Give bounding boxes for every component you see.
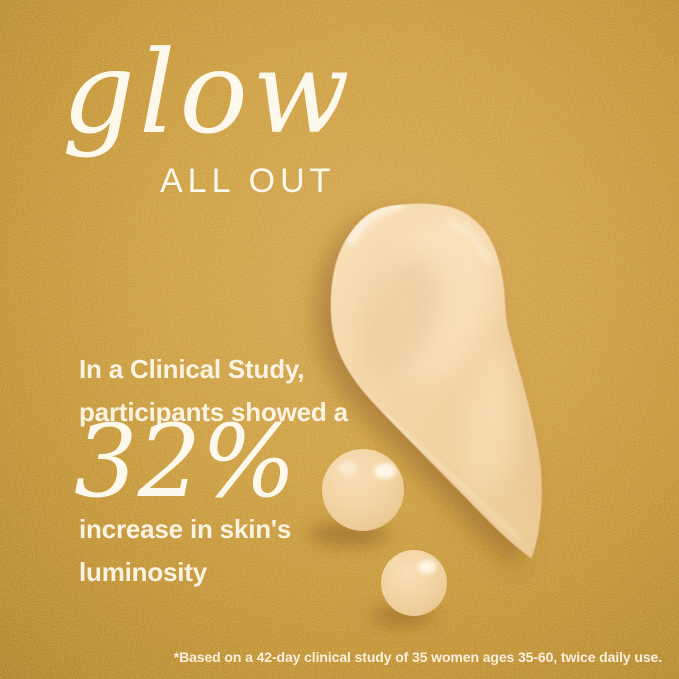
smear-bottom-rim-light (380, 410, 522, 542)
smear-topleft-gleam (346, 203, 404, 246)
smear-dark-swirl (364, 256, 440, 374)
cream-drop-small (381, 550, 447, 616)
cream-drop-large-gleam-2 (338, 461, 356, 475)
smear-right-edge-shading (502, 328, 542, 506)
cream-drop-small-gleam (418, 560, 436, 574)
cream-drop-large-gleam (374, 463, 396, 479)
claim-result-line1: increase in skin's (79, 514, 292, 544)
headline-script-glow: glow (62, 26, 354, 159)
cream-smear-highlights (346, 203, 542, 542)
smear-tail-sheen (463, 346, 521, 494)
claim-intro-line1: In a Clinical Study, (79, 354, 305, 384)
claim-stat-32-percent: 32% (74, 403, 297, 520)
headline-all-out: ALL OUT (160, 162, 336, 200)
claim-intro-line2: participants showed a (79, 397, 348, 427)
clinical-study-footnote: *Based on a 42-day clinical study of 35 … (173, 649, 662, 665)
cream-drop-large (322, 449, 404, 531)
claim-result-line2: luminosity (79, 557, 208, 587)
smear-topright-gleam (446, 217, 492, 265)
